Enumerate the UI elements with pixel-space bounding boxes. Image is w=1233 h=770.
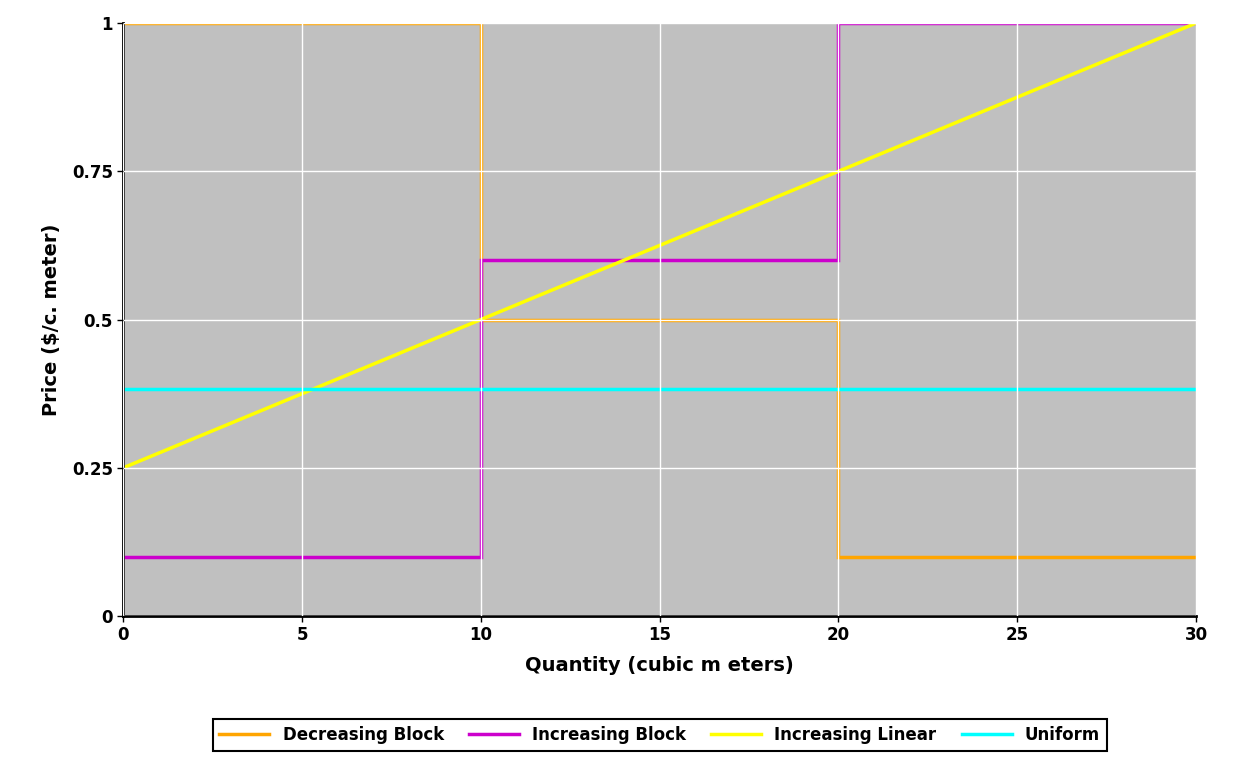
X-axis label: Quantity (cubic m eters): Quantity (cubic m eters) — [525, 655, 794, 675]
Y-axis label: Price ($/c. meter): Price ($/c. meter) — [42, 223, 60, 416]
Legend: Decreasing Block, Increasing Block, Increasing Linear, Uniform: Decreasing Block, Increasing Block, Incr… — [212, 719, 1107, 751]
